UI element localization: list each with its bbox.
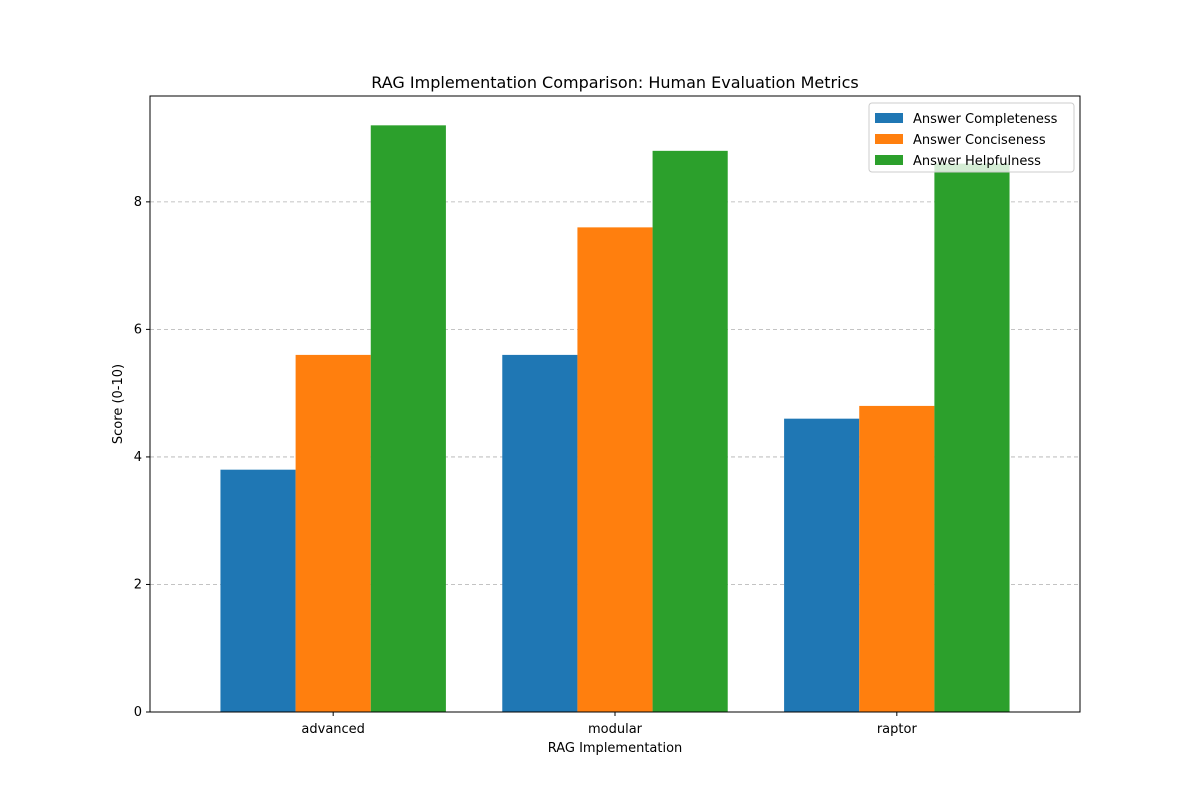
y-tick-label: 4: [134, 450, 142, 465]
legend-swatch: [875, 113, 903, 123]
y-axis: 0 2 4 6 8: [134, 195, 150, 720]
bar-advanced-answer-helpfulness: [370, 125, 446, 713]
chart-title: RAG Implementation Comparison: Human Eva…: [371, 73, 858, 92]
bar-modular-answer-conciseness: [577, 227, 653, 713]
x-tick-label: modular: [588, 722, 643, 737]
y-axis-label: Score (0-10): [111, 364, 126, 444]
y-tick-label: 8: [134, 195, 142, 210]
bar-modular-answer-completeness: [502, 354, 578, 712]
legend: Answer Completeness Answer Conciseness Ans…: [868, 102, 1075, 173]
legend-label: Answer Helpfulness: [913, 154, 1041, 169]
bar-raptor-answer-conciseness: [859, 405, 935, 712]
y-tick-label: 6: [134, 322, 142, 337]
legend-label: Answer Completeness: [913, 112, 1058, 127]
y-tick-label: 2: [134, 577, 142, 592]
bar-modular-answer-helpfulness: [652, 150, 728, 712]
legend-label: Answer Conciseness: [913, 133, 1046, 148]
x-axis: advanced modular raptor: [301, 712, 917, 737]
legend-swatch: [875, 155, 903, 165]
y-tick-label: 0: [134, 705, 142, 720]
legend-swatch: [875, 134, 903, 144]
x-axis-label: RAG Implementation: [548, 741, 683, 756]
legend-box: [868, 102, 1075, 173]
x-tick-label: advanced: [301, 722, 365, 737]
bar-raptor-answer-completeness: [784, 418, 860, 712]
bars-layer: [220, 125, 1010, 713]
bar-raptor-answer-helpfulness: [934, 163, 1010, 712]
x-tick-label: raptor: [877, 722, 918, 737]
bar-advanced-answer-conciseness: [295, 354, 371, 712]
bar-advanced-answer-completeness: [220, 469, 296, 712]
